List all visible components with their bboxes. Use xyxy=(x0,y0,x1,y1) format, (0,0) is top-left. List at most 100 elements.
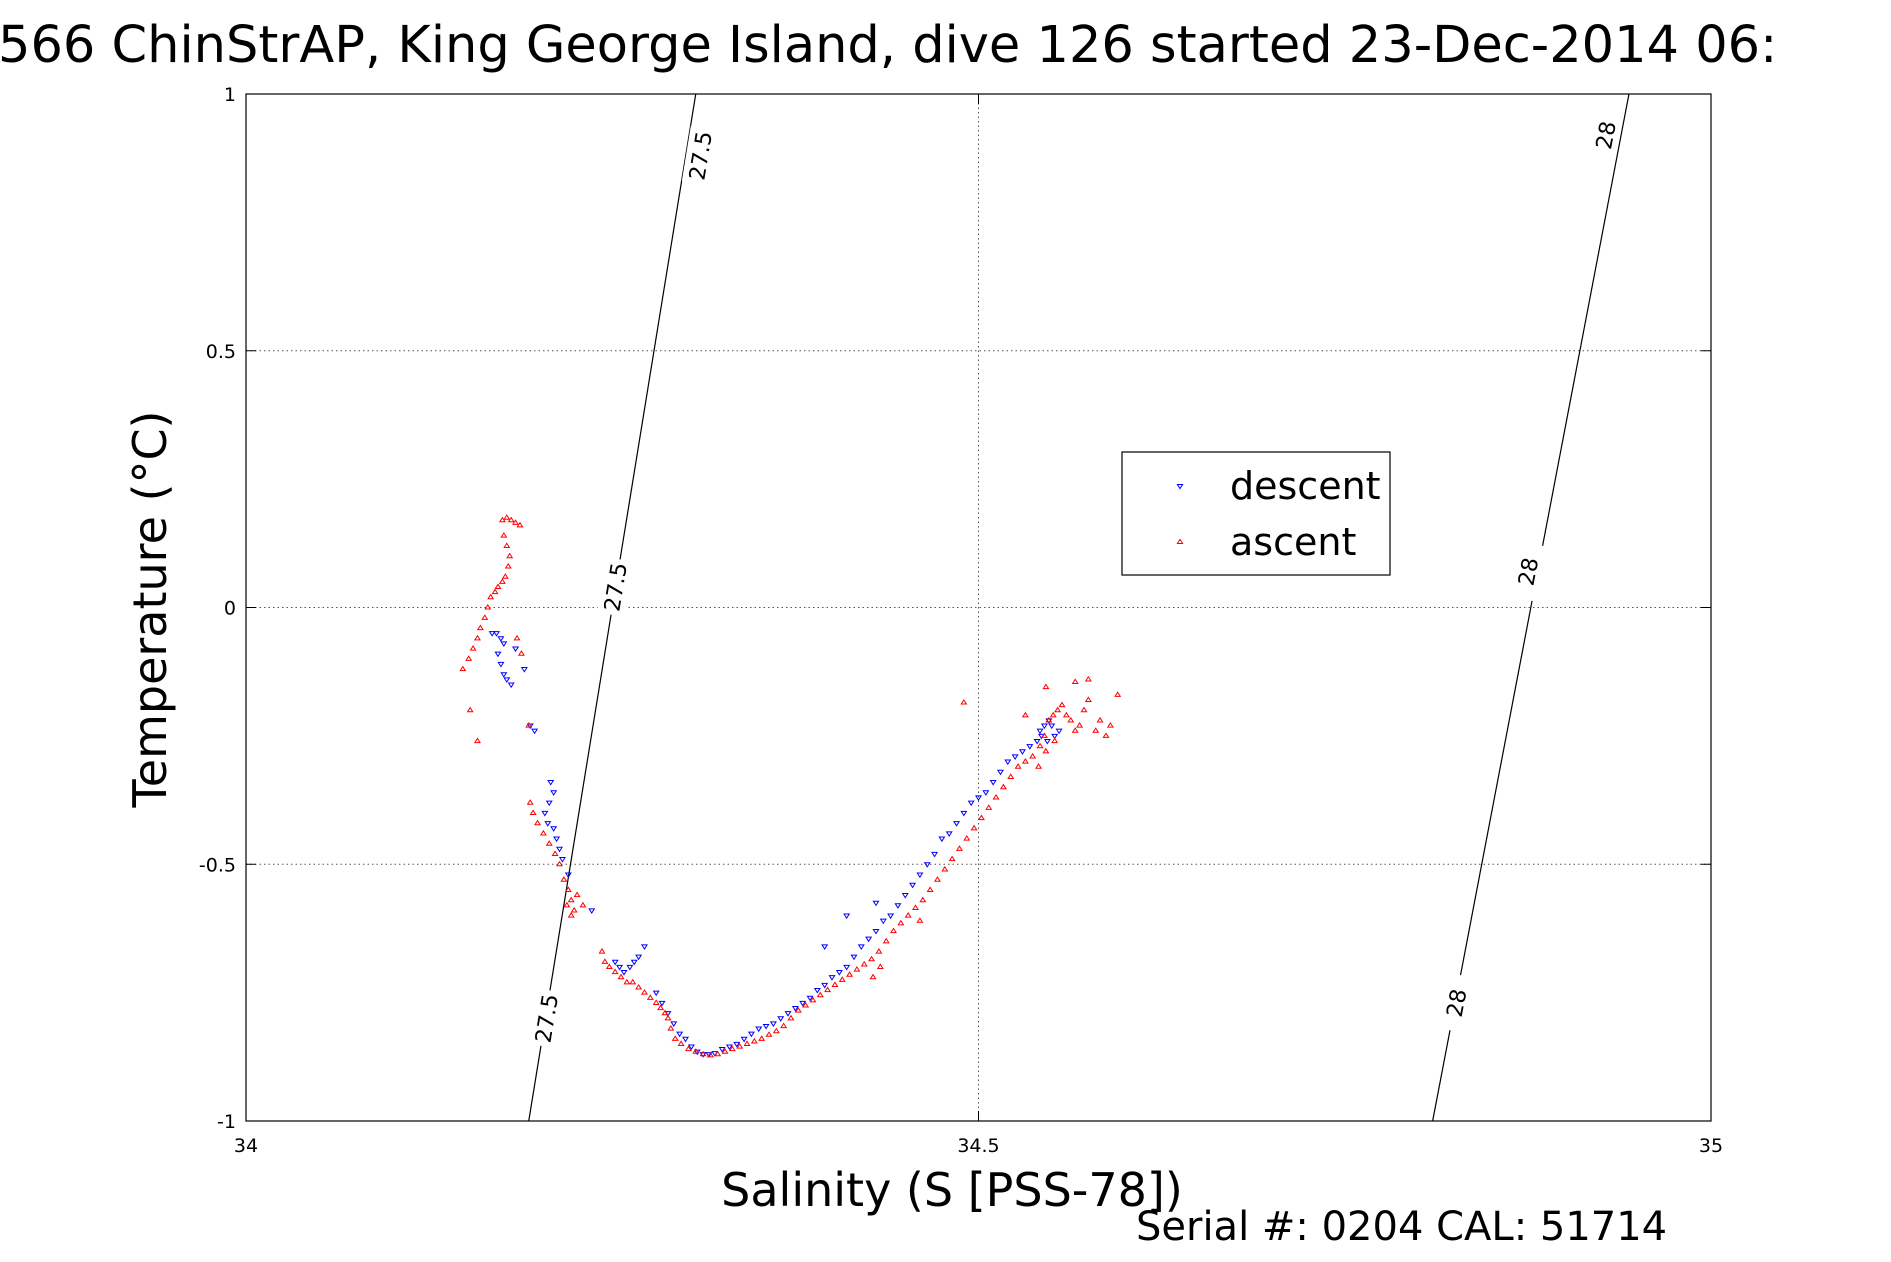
ascent-point xyxy=(545,840,553,846)
descent-point xyxy=(681,1036,690,1043)
descent-point xyxy=(520,667,528,673)
ascent-point xyxy=(560,876,568,882)
ascent-point xyxy=(1042,683,1050,690)
descent-point xyxy=(799,1000,807,1007)
descent-point xyxy=(658,1000,666,1007)
descent-point xyxy=(953,821,961,827)
descent-point xyxy=(989,780,997,786)
descent-point xyxy=(500,672,508,678)
descent-point xyxy=(630,959,638,966)
descent-point xyxy=(531,728,539,735)
descent-point xyxy=(550,790,558,796)
ascent-point xyxy=(890,927,898,934)
descent-point xyxy=(558,857,566,863)
descent-point xyxy=(670,1021,678,1027)
ascent-point xyxy=(506,552,514,559)
ascent-point xyxy=(1045,716,1053,723)
descent-point xyxy=(497,636,505,642)
legend-marker-descent xyxy=(1176,483,1184,490)
ascent-point xyxy=(977,814,985,821)
isopycnal-label-gap xyxy=(596,557,634,617)
ascent-point xyxy=(539,829,547,836)
ascent-point xyxy=(501,573,509,579)
ascent-point xyxy=(941,865,949,872)
scatter-points xyxy=(459,514,1122,1058)
descent-point xyxy=(553,836,561,843)
ascent-point xyxy=(605,963,613,970)
descent-point xyxy=(843,913,851,920)
x-tick-label: 34 xyxy=(234,1135,258,1157)
ascent-point xyxy=(1084,675,1092,682)
ascent-point xyxy=(487,593,495,600)
ascent-point xyxy=(629,978,637,985)
ascent-point xyxy=(869,973,877,980)
legend: descent ascent xyxy=(1121,451,1391,576)
ascent-point xyxy=(465,655,473,661)
descent-point xyxy=(1040,723,1048,730)
descent-point xyxy=(894,903,902,909)
ascent-point xyxy=(963,835,971,841)
ascent-point xyxy=(1071,727,1079,733)
descent-point xyxy=(693,1049,701,1056)
descent-point xyxy=(1036,728,1044,735)
ascent-point xyxy=(897,919,905,926)
ascent-point xyxy=(916,917,924,923)
ascent-point xyxy=(1062,711,1070,718)
isopycnal-label: 28 xyxy=(1443,987,1473,1019)
descent-point xyxy=(550,826,558,832)
ascent-point xyxy=(684,1045,692,1052)
descent-point xyxy=(494,651,502,658)
descent-point xyxy=(1043,738,1051,745)
ascent-point xyxy=(919,896,927,903)
ascent-point xyxy=(1084,696,1092,702)
ascent-point xyxy=(1035,763,1043,769)
ascent-point xyxy=(838,976,846,982)
ascent-point xyxy=(652,999,660,1005)
descent-point xyxy=(821,982,829,989)
ascent-point xyxy=(853,965,861,972)
chart-title: 566 ChinStrAP, King George Island, dive … xyxy=(0,16,1777,75)
descent-point xyxy=(1026,744,1034,750)
legend-label-descent: descent xyxy=(1230,464,1381,508)
ascent-point xyxy=(551,850,559,857)
ascent-point xyxy=(1021,711,1029,718)
isopycnal-label-gap xyxy=(1508,541,1547,602)
ascent-point xyxy=(611,968,619,975)
descent-point xyxy=(850,954,858,961)
descent-point xyxy=(635,954,643,961)
ascent-point xyxy=(573,891,581,898)
descent-point xyxy=(705,1052,713,1058)
ascent-point xyxy=(564,886,572,892)
y-axis-label: Temperature (°C) xyxy=(123,410,177,808)
descent-point xyxy=(493,631,501,637)
ascent-point xyxy=(794,1007,802,1013)
ascent-point xyxy=(1007,773,1015,780)
descent-point xyxy=(620,970,628,976)
ascent-point xyxy=(503,514,511,520)
descent-point xyxy=(1004,759,1012,766)
isopycnal-label-gap xyxy=(681,125,719,186)
descent-point xyxy=(1045,718,1053,725)
descent-point xyxy=(500,641,508,647)
ascent-point xyxy=(617,973,625,980)
descent-point xyxy=(676,1031,684,1038)
ascent-point xyxy=(728,1045,736,1052)
descent-point xyxy=(699,1052,707,1058)
descent-point xyxy=(813,987,821,994)
ascent-point xyxy=(758,1035,766,1041)
ascent-point xyxy=(1014,763,1022,769)
legend-box xyxy=(1121,451,1391,576)
descent-point xyxy=(588,908,596,915)
ascent-point xyxy=(714,1050,722,1057)
descent-point xyxy=(931,851,939,858)
ascent-point xyxy=(481,614,489,620)
ascent-point xyxy=(699,1050,707,1057)
descent-point xyxy=(507,682,515,689)
ascent-point xyxy=(494,583,502,590)
descent-point xyxy=(828,975,836,981)
legend-label-ascent: ascent xyxy=(1230,520,1356,564)
ascent-point xyxy=(846,971,854,977)
ascent-point xyxy=(570,906,578,913)
descent-point xyxy=(718,1047,726,1053)
descent-point xyxy=(923,862,931,868)
